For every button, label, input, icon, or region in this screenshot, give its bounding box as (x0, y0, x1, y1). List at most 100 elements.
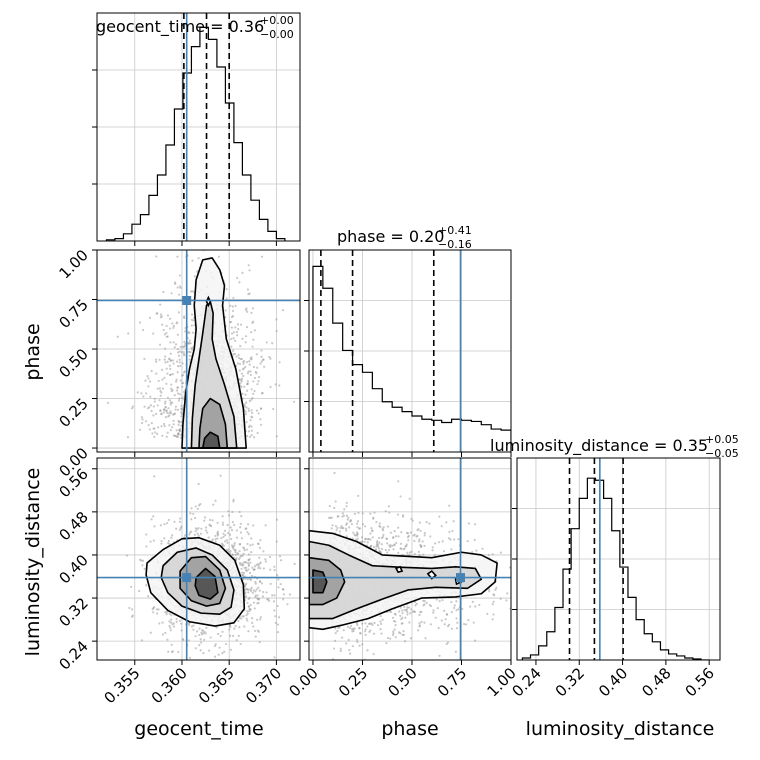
hist-geocent-time-bin (234, 143, 242, 241)
scatter-gt-phase-point (244, 341, 247, 344)
scatter-gt-phase-frame (96, 249, 301, 453)
scatter-phase-dist-point (389, 637, 392, 640)
scatter-phase-dist-point (366, 625, 369, 628)
scatter-gt-phase-point (251, 321, 254, 325)
scatter-phase-dist-point (372, 632, 376, 635)
scatter-gt-dist-point (241, 554, 244, 558)
scatter-gt-dist-point (168, 620, 171, 623)
scatter-gt-dist-yticklabel-2: 0.40 (55, 551, 91, 587)
scatter-gt-phase-point (236, 362, 240, 365)
scatter-gt-dist-point (178, 528, 182, 531)
scatter-phase-dist-point (453, 604, 456, 607)
scatter-phase-dist-point (437, 626, 440, 630)
scatter-phase-dist-point (438, 600, 441, 603)
scatter-phase-dist-point (358, 527, 361, 530)
scatter-gt-phase-point (239, 384, 242, 387)
scatter-gt-phase-point (174, 434, 178, 438)
scatter-phase-dist-point (388, 610, 391, 613)
scatter-gt-dist-point (238, 561, 242, 565)
scatter-phase-dist-point (408, 621, 411, 624)
scatter-gt-dist-point (258, 641, 261, 644)
hist-luminosity-distance-xticklabel-4: 0.56 (682, 664, 718, 700)
scatter-gt-phase-point (163, 333, 167, 336)
scatter-gt-dist-point (252, 625, 255, 628)
scatter-phase-dist-point (353, 627, 356, 630)
scatter-phase-dist-point (360, 540, 364, 543)
scatter-gt-phase-point (232, 337, 235, 340)
scatter-phase-dist-point (446, 625, 450, 628)
scatter-phase-dist-point (456, 621, 459, 624)
title-luminosity-distance: luminosity_distance = 0.35 +0.05 −0.05 (490, 433, 739, 460)
scatter-gt-phase-point (159, 394, 162, 397)
scatter-phase-dist-point (389, 544, 392, 547)
scatter-gt-dist-point (235, 639, 238, 642)
scatter-phase-dist-point (382, 533, 385, 536)
scatter-gt-dist-point (188, 656, 192, 659)
scatter-phase-dist-point (349, 520, 352, 523)
scatter-gt-dist-point (157, 608, 160, 611)
scatter-phase-dist-point (405, 544, 408, 548)
scatter-gt-dist-point (197, 504, 201, 507)
scatter-gt-phase-point (178, 397, 181, 400)
scatter-gt-dist-point (240, 515, 243, 518)
scatter-phase-dist-point (450, 627, 453, 630)
scatter-gt-dist-point (194, 530, 197, 533)
scatter-gt-dist-contour-2 (179, 555, 227, 607)
scatter-gt-phase-point (146, 374, 149, 378)
scatter-gt-phase-point (240, 377, 244, 380)
scatter-gt-phase-point (246, 310, 249, 313)
scatter-gt-phase-point (250, 409, 253, 412)
scatter-phase-dist-point (423, 544, 426, 547)
scatter-gt-dist-point (237, 619, 240, 623)
scatter-gt-dist-point (190, 507, 193, 510)
hist-luminosity-distance-bin (531, 655, 539, 660)
scatter-gt-phase-point (145, 392, 148, 395)
scatter-phase-dist-point (377, 547, 381, 550)
scatter-gt-dist-point (234, 553, 237, 556)
scatter-gt-phase-point (144, 420, 148, 423)
scatter-phase-dist-point (375, 520, 378, 524)
title-luminosity-distance-minus: −0.05 (705, 447, 739, 460)
scatter-gt-phase-point (253, 329, 256, 332)
scatter-gt-phase-point (244, 410, 247, 413)
scatter-gt-phase-yticklabel-2: 0.50 (55, 345, 91, 381)
scatter-gt-dist-point (128, 606, 131, 610)
scatter-gt-phase-point (179, 345, 182, 348)
scatter-gt-phase-point (250, 429, 253, 432)
scatter-gt-phase-point (138, 428, 142, 431)
hist-geocent-time-bin (191, 47, 199, 241)
scatter-phase-dist-point (351, 630, 354, 633)
scatter-gt-dist-point (143, 567, 146, 570)
scatter-phase-dist-point (406, 606, 409, 609)
svg-text:geocent_time = 0.36: geocent_time = 0.36 (96, 17, 264, 37)
scatter-phase-dist-point (505, 599, 508, 602)
scatter-gt-dist-point (275, 518, 279, 521)
scatter-gt-phase-point (237, 356, 241, 360)
scatter-phase-dist-xticklabel-1: 0.25 (335, 664, 371, 700)
scatter-phase-dist-density-3 (312, 570, 327, 593)
scatter-gt-dist-point (212, 503, 215, 506)
scatter-gt-dist-point (193, 533, 196, 536)
scatter-phase-dist-point (472, 621, 475, 624)
scatter-gt-phase-point (179, 364, 182, 368)
scatter-gt-dist-point (254, 582, 257, 585)
scatter-gt-dist-point (238, 626, 241, 629)
scatter-gt-dist-point (226, 531, 230, 535)
scatter-gt-dist-point (258, 589, 261, 592)
scatter-phase-dist-point (467, 522, 471, 525)
scatter-gt-phase-point (179, 393, 182, 396)
scatter-gt-phase-point (177, 423, 180, 426)
scatter-phase-dist-point (413, 539, 416, 543)
scatter-gt-dist-point (216, 534, 219, 537)
scatter-phase-dist-point (345, 501, 348, 504)
scatter-gt-phase-point (250, 311, 253, 314)
scatter-phase-dist-point (405, 608, 409, 611)
scatter-phase-dist-point (425, 521, 428, 524)
scatter-gt-dist-point (141, 564, 144, 567)
scatter-phase-dist-point (422, 604, 425, 607)
scatter-phase-dist-point (386, 636, 390, 640)
scatter-gt-phase-yticklabel-1: 0.25 (55, 395, 91, 431)
scatter-phase-dist-point (357, 511, 360, 514)
scatter-phase-dist-point (418, 624, 421, 627)
title-geocent-time-plus: +0.00 (260, 14, 294, 27)
